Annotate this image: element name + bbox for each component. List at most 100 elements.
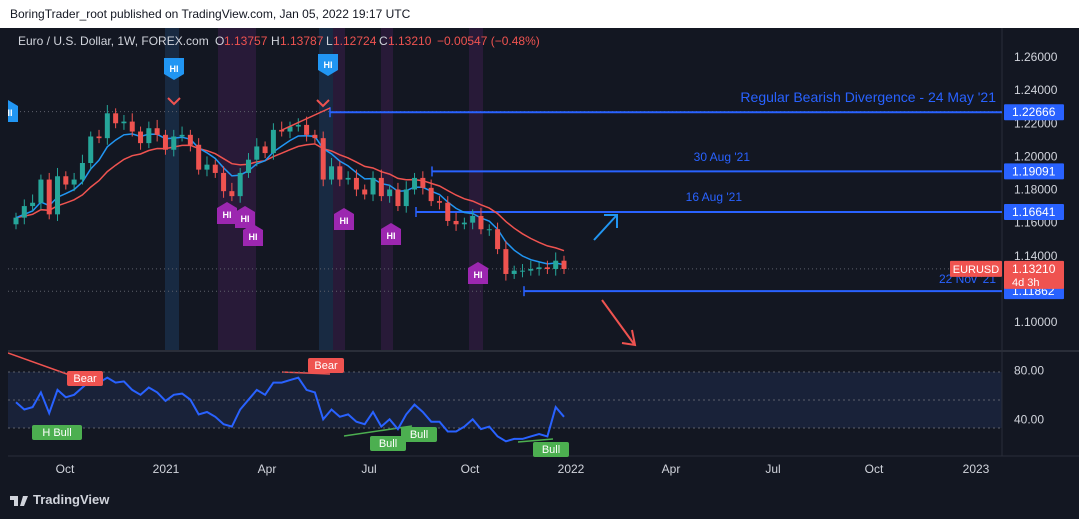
candle-body[interactable] <box>337 166 343 180</box>
candle-body[interactable] <box>46 179 52 215</box>
candle-body[interactable] <box>453 220 459 225</box>
candle-body[interactable] <box>262 146 268 154</box>
candle-body[interactable] <box>154 128 160 135</box>
bear-tag-2-bg[interactable] <box>308 358 344 373</box>
candle-body[interactable] <box>146 128 152 144</box>
candle-body[interactable] <box>420 177 426 188</box>
annotation-aug30[interactable]: 30 Aug '21 <box>694 150 751 164</box>
candle-body[interactable] <box>403 189 409 207</box>
candle-body[interactable] <box>55 176 61 215</box>
candle-body[interactable] <box>38 179 44 203</box>
annotation-aug16[interactable]: 16 Aug '21 <box>686 190 743 204</box>
candle-body[interactable] <box>461 222 467 225</box>
candle-body[interactable] <box>237 172 243 197</box>
candle-body[interactable] <box>204 164 210 170</box>
candle-body[interactable] <box>353 177 359 190</box>
candle-body[interactable] <box>96 136 102 139</box>
candle-body[interactable] <box>254 146 260 160</box>
candle-body[interactable] <box>528 269 534 271</box>
candle-body[interactable] <box>387 189 393 197</box>
price-tag-2-bg[interactable] <box>1004 163 1064 180</box>
candle-body[interactable] <box>362 189 368 195</box>
candle-body[interactable] <box>113 113 119 124</box>
candle-body[interactable] <box>221 172 227 192</box>
bull-tag-2-bg[interactable] <box>401 427 437 442</box>
tradingview-logo[interactable]: TradingView <box>10 492 109 507</box>
symbol-legend[interactable]: Euro / U.S. Dollar, 1W, FOREX.com O 1.13… <box>18 34 540 48</box>
rsi-line[interactable] <box>15 376 565 443</box>
candle-body[interactable] <box>295 124 301 127</box>
bearish-divergence-rsi-line[interactable] <box>281 371 331 375</box>
annotation-divergence[interactable]: Regular Bearish Divergence - 24 May '21 <box>740 89 996 105</box>
price-tag-3-bg[interactable] <box>1004 204 1064 221</box>
candle-body[interactable] <box>21 206 27 218</box>
candle-body[interactable] <box>561 260 567 269</box>
candle-body[interactable] <box>428 187 434 202</box>
bear-tag-1-bg[interactable] <box>67 371 103 386</box>
candle-body[interactable] <box>312 134 318 139</box>
candle-body[interactable] <box>88 136 94 164</box>
hi-marker-6[interactable]: HI <box>243 224 263 246</box>
hi-marker-7[interactable]: HI <box>334 208 354 230</box>
candle-body[interactable] <box>304 124 310 135</box>
candle-body[interactable] <box>196 144 202 170</box>
candle-body[interactable] <box>229 191 235 197</box>
candle-body[interactable] <box>445 202 451 221</box>
candle-body[interactable] <box>30 202 36 207</box>
candle-body[interactable] <box>138 131 144 144</box>
candle-body[interactable] <box>511 270 517 274</box>
rsi-axis[interactable]: 80.00 40.00 <box>1014 363 1044 426</box>
divergence-lines[interactable] <box>7 107 554 443</box>
candle-body[interactable] <box>104 113 110 139</box>
candle-body[interactable] <box>495 229 501 250</box>
h-bull-divergence-line[interactable] <box>7 352 79 379</box>
candle-body[interactable] <box>470 216 476 223</box>
candles[interactable] <box>13 105 567 281</box>
chart-frame[interactable]: Euro / U.S. Dollar, 1W, FOREX.com O 1.13… <box>0 28 1079 484</box>
candle-body[interactable] <box>478 216 484 230</box>
candle-body[interactable] <box>212 164 218 173</box>
candle-body[interactable] <box>121 121 127 124</box>
hi-marker-2[interactable]: HI <box>164 58 184 80</box>
bull-tag-3-bg[interactable] <box>533 442 569 457</box>
candle-body[interactable] <box>345 177 351 180</box>
bull-tag-1-bg[interactable] <box>370 436 406 451</box>
candle-body[interactable] <box>162 134 168 150</box>
candle-body[interactable] <box>503 249 509 274</box>
price-chart[interactable]: Euro / U.S. Dollar, 1W, FOREX.com O 1.13… <box>0 28 1079 484</box>
candle-body[interactable] <box>270 129 276 154</box>
candle-body[interactable] <box>71 179 77 185</box>
current-price-tag-bg[interactable] <box>1004 260 1064 289</box>
candle-body[interactable] <box>329 166 335 180</box>
up-arrow[interactable] <box>593 214 618 241</box>
hi-marker-4[interactable]: HI <box>217 202 237 224</box>
candle-body[interactable] <box>79 163 85 180</box>
candle-body[interactable] <box>395 189 401 207</box>
hi-marker-9[interactable]: HI <box>468 262 488 284</box>
candle-body[interactable] <box>279 129 285 132</box>
candle-body[interactable] <box>179 134 185 137</box>
candle-body[interactable] <box>370 177 376 195</box>
candle-body[interactable] <box>412 177 418 190</box>
candle-body[interactable] <box>553 260 559 269</box>
bull-divergence-line-1[interactable] <box>343 425 413 437</box>
candle-body[interactable] <box>13 217 19 225</box>
price-tag-1-bg[interactable] <box>1004 104 1064 121</box>
level-lines[interactable] <box>329 107 1002 297</box>
hi-marker-5[interactable]: HI <box>235 206 255 228</box>
rsi-tags[interactable]: Bear Bear H Bull Bull Bull Bull <box>32 358 569 457</box>
candle-body[interactable] <box>63 176 69 185</box>
candle-body[interactable] <box>536 267 542 269</box>
candle-body[interactable] <box>287 126 293 132</box>
bull-divergence-line-2[interactable] <box>517 438 554 443</box>
time-axis[interactable]: Oct 2021 Apr Jul Oct 2022 Apr Jul Oct 2023 <box>56 462 990 476</box>
bearish-divergence-line[interactable] <box>281 107 331 131</box>
candle-body[interactable] <box>544 267 550 269</box>
candle-body[interactable] <box>245 159 251 173</box>
candle-body[interactable] <box>436 201 442 203</box>
candle-body[interactable] <box>171 136 177 150</box>
price-pane[interactable] <box>8 28 1002 350</box>
hi-marker-3[interactable]: HI <box>318 54 338 76</box>
h-bull-tag-bg[interactable] <box>32 425 82 440</box>
